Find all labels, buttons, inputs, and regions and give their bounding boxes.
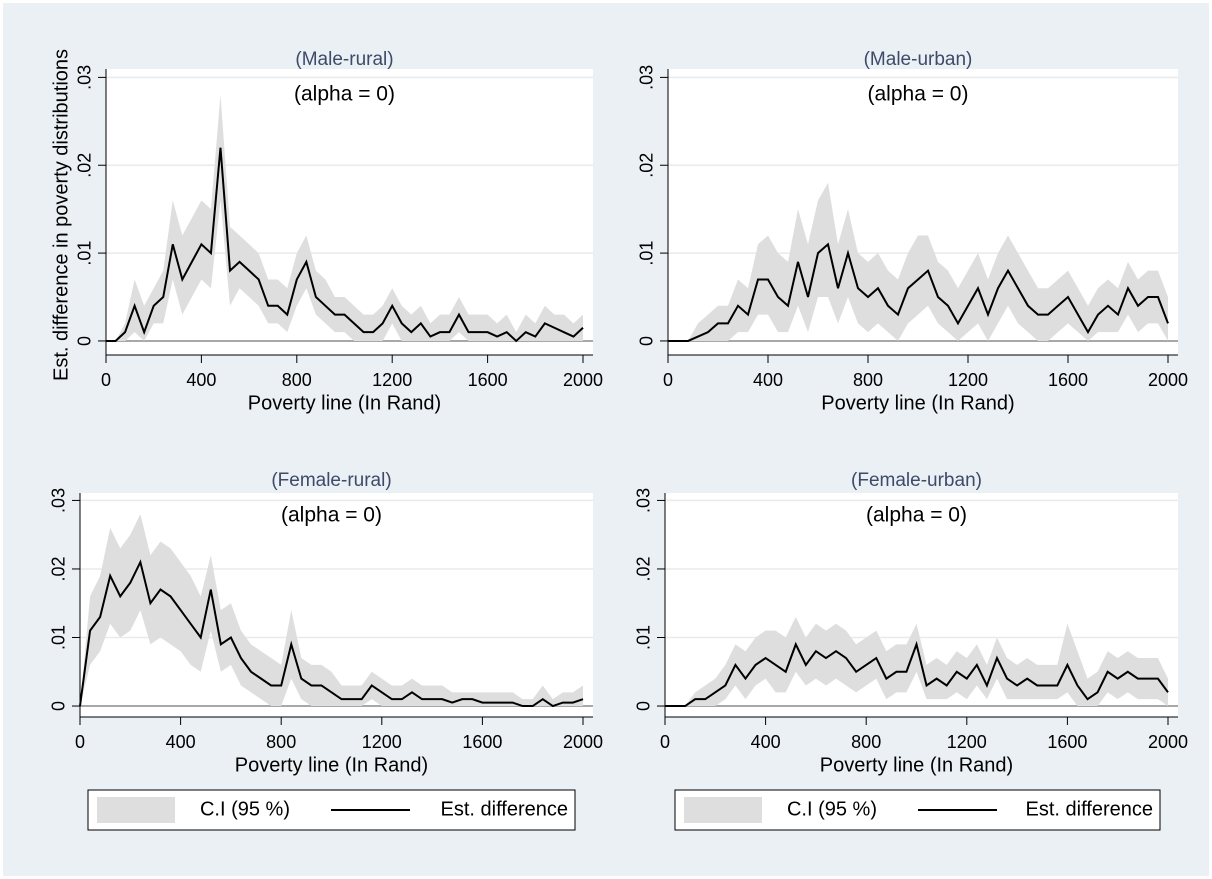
y-tick-label: .01 bbox=[75, 241, 95, 266]
legend-swatch bbox=[684, 797, 762, 823]
y-tick-label: .01 bbox=[637, 241, 657, 266]
y-tick-label: 0 bbox=[634, 701, 654, 711]
x-tick-label: 2000 bbox=[563, 732, 603, 752]
y-tick-label: .03 bbox=[75, 65, 95, 90]
x-tick-label: 800 bbox=[853, 370, 883, 390]
x-tick-label: 1200 bbox=[362, 732, 402, 752]
x-tick-label: 1600 bbox=[1047, 732, 1087, 752]
x-tick-label: 1200 bbox=[948, 370, 988, 390]
ci-band bbox=[668, 182, 1168, 341]
x-axis-label: Poverty line (In Rand) bbox=[820, 754, 1013, 776]
x-tick-label: 800 bbox=[851, 732, 881, 752]
x-tick-label: 800 bbox=[282, 370, 312, 390]
est-line bbox=[668, 242, 1169, 342]
x-axis-label: Poverty line (In Rand) bbox=[248, 392, 441, 414]
x-tick-label: 2000 bbox=[1148, 732, 1188, 752]
chart-subtitle: (alpha = 0) bbox=[868, 83, 969, 106]
chart-title: (Female-rural) bbox=[271, 470, 391, 491]
chart-title: (Male-rural) bbox=[295, 49, 393, 70]
x-tick-label: 400 bbox=[166, 732, 196, 752]
ci-band bbox=[106, 94, 583, 341]
x-axis-label: Poverty line (In Rand) bbox=[235, 754, 428, 776]
x-tick-label: 2000 bbox=[563, 370, 603, 390]
x-tick-label: 1600 bbox=[462, 732, 502, 752]
chart-title: (Female-urban) bbox=[851, 470, 982, 491]
x-tick-label: 800 bbox=[266, 732, 296, 752]
y-axis-label: Est. difference in poverty distributions bbox=[50, 49, 72, 381]
y-tick-label: .03 bbox=[49, 488, 69, 513]
y-tick-label: .03 bbox=[634, 488, 654, 513]
x-tick-label: 1600 bbox=[1048, 370, 1088, 390]
legend-label: Est. difference bbox=[441, 798, 568, 820]
x-tick-label: 1600 bbox=[468, 370, 508, 390]
chart-subtitle: (alpha = 0) bbox=[294, 83, 395, 106]
x-tick-label: 2000 bbox=[1148, 370, 1188, 390]
x-tick-label: 400 bbox=[186, 370, 216, 390]
ci-band bbox=[665, 616, 1168, 707]
y-tick-label: 0 bbox=[637, 336, 657, 346]
y-tick-label: .03 bbox=[637, 65, 657, 90]
legend-label: C.I (95 %) bbox=[200, 798, 290, 820]
est-line bbox=[79, 559, 584, 708]
y-tick-label: .02 bbox=[634, 556, 654, 581]
chart-title: (Male-urban) bbox=[864, 49, 973, 70]
est-line bbox=[665, 640, 1169, 708]
y-tick-label: 0 bbox=[75, 336, 95, 346]
x-tick-label: 400 bbox=[753, 370, 783, 390]
chart-subtitle: (alpha = 0) bbox=[281, 504, 382, 527]
y-tick-label: .01 bbox=[49, 625, 69, 650]
y-tick-label: .02 bbox=[49, 556, 69, 581]
x-tick-label: 0 bbox=[75, 732, 85, 752]
y-tick-label: 0 bbox=[49, 701, 69, 711]
x-tick-label: 0 bbox=[101, 370, 111, 390]
x-tick-label: 0 bbox=[663, 370, 673, 390]
x-axis-label: Poverty line (In Rand) bbox=[821, 392, 1014, 414]
x-tick-label: 1200 bbox=[372, 370, 412, 390]
legend-label: C.I (95 %) bbox=[787, 798, 877, 820]
est-line bbox=[106, 147, 584, 343]
chart-subtitle: (alpha = 0) bbox=[866, 504, 967, 527]
x-tick-label: 1200 bbox=[947, 732, 987, 752]
y-tick-label: .02 bbox=[637, 153, 657, 178]
x-tick-label: 400 bbox=[751, 732, 781, 752]
x-tick-label: 0 bbox=[660, 732, 670, 752]
y-tick-label: .01 bbox=[634, 625, 654, 650]
y-tick-label: .02 bbox=[75, 153, 95, 178]
legend-label: Est. difference bbox=[1026, 798, 1153, 820]
legend-swatch bbox=[97, 797, 175, 823]
